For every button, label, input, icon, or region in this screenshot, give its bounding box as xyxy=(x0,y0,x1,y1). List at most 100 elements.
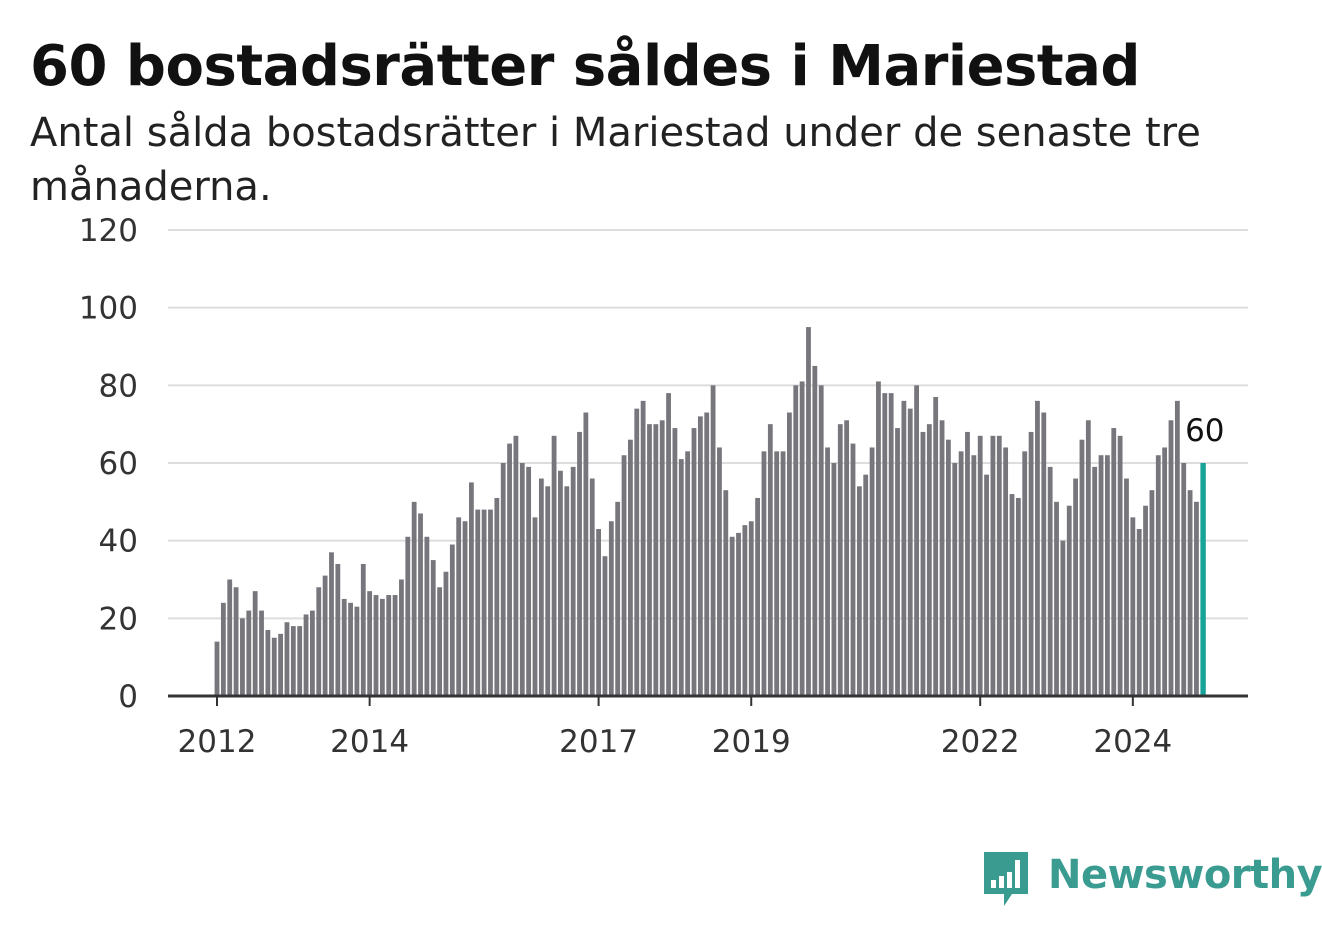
bar xyxy=(500,463,506,696)
bar xyxy=(1124,478,1129,696)
bar xyxy=(678,459,684,696)
bar xyxy=(348,602,353,696)
bar xyxy=(659,420,665,696)
bar xyxy=(252,591,258,696)
bar xyxy=(723,490,729,696)
bar xyxy=(532,517,538,696)
bar xyxy=(329,552,334,696)
highlighted-bar xyxy=(1200,463,1206,696)
bar xyxy=(545,486,551,696)
bar xyxy=(691,428,697,696)
bar xyxy=(589,478,595,696)
bar xyxy=(1015,497,1021,696)
bar xyxy=(1149,490,1155,696)
bar xyxy=(424,536,430,696)
bar xyxy=(220,602,226,696)
bar xyxy=(577,431,582,696)
bar xyxy=(564,486,570,696)
y-tick-label: 80 xyxy=(99,368,138,404)
bar xyxy=(907,408,913,696)
x-tick-label: 2024 xyxy=(1093,724,1172,760)
bar xyxy=(742,525,748,696)
bar xyxy=(920,431,926,696)
bar xyxy=(513,435,519,696)
bar xyxy=(507,443,512,696)
y-tick-label: 40 xyxy=(99,524,138,560)
bar xyxy=(958,451,964,696)
bar xyxy=(780,451,786,696)
bar xyxy=(303,614,309,696)
bar xyxy=(876,381,881,696)
bar xyxy=(316,587,322,696)
bar xyxy=(1022,451,1028,696)
bar xyxy=(310,610,315,696)
y-tick-label: 0 xyxy=(118,679,138,715)
bar xyxy=(494,497,500,696)
bar xyxy=(1009,494,1015,696)
bar xyxy=(456,517,462,696)
bar xyxy=(914,385,919,696)
x-tick-label: 2012 xyxy=(178,724,257,760)
chart-title: 60 bostadsrätter såldes i Mariestad xyxy=(30,34,1141,99)
bar xyxy=(271,637,277,696)
bar xyxy=(672,428,678,696)
bar xyxy=(1066,505,1072,696)
bar xyxy=(901,400,907,696)
bar xyxy=(647,424,652,696)
bar xyxy=(1117,435,1123,696)
bar xyxy=(596,529,601,696)
bar xyxy=(799,381,805,696)
bar xyxy=(1174,400,1180,696)
bar xyxy=(379,598,385,696)
bar xyxy=(335,563,341,696)
bar xyxy=(297,626,303,696)
bar xyxy=(844,420,850,696)
bar xyxy=(437,587,442,696)
bar xyxy=(761,451,767,696)
y-tick-label: 60 xyxy=(99,446,138,482)
y-tick-label: 20 xyxy=(99,601,138,637)
bar xyxy=(386,595,392,696)
bar xyxy=(488,509,493,696)
x-tick-label: 2022 xyxy=(941,724,1020,760)
bar xyxy=(399,579,404,696)
bar xyxy=(628,439,633,696)
bar xyxy=(710,385,716,696)
bar xyxy=(354,606,360,696)
bar xyxy=(863,474,869,696)
bar xyxy=(1073,478,1078,696)
bar xyxy=(685,451,691,696)
bar xyxy=(246,610,252,696)
bar xyxy=(850,443,856,696)
bar xyxy=(787,412,792,696)
bar xyxy=(729,536,735,696)
x-tick-label: 2014 xyxy=(330,724,409,760)
bar xyxy=(265,629,271,696)
bar xyxy=(1130,517,1136,696)
bar xyxy=(418,513,423,696)
bar xyxy=(462,521,468,696)
highlight-data-label: 60 xyxy=(1185,413,1224,449)
bar xyxy=(1143,505,1148,696)
bar xyxy=(831,463,837,696)
bar xyxy=(1111,428,1117,696)
bar xyxy=(608,521,614,696)
bar xyxy=(1085,420,1091,696)
bar xyxy=(1003,447,1009,696)
x-tick-label: 2017 xyxy=(559,724,638,760)
bar xyxy=(570,466,576,696)
bar xyxy=(1092,466,1098,696)
bar xyxy=(214,641,220,696)
bar xyxy=(615,501,621,696)
bar xyxy=(602,556,608,696)
bar xyxy=(977,435,983,696)
bar xyxy=(952,463,958,696)
bar xyxy=(996,435,1002,696)
logo-text: Newsworthy xyxy=(1048,852,1322,898)
bar xyxy=(1079,439,1085,696)
bar xyxy=(481,509,487,696)
bar xyxy=(551,435,557,696)
y-tick-label: 120 xyxy=(79,213,138,249)
bar xyxy=(1098,455,1104,696)
bar xyxy=(793,385,799,696)
